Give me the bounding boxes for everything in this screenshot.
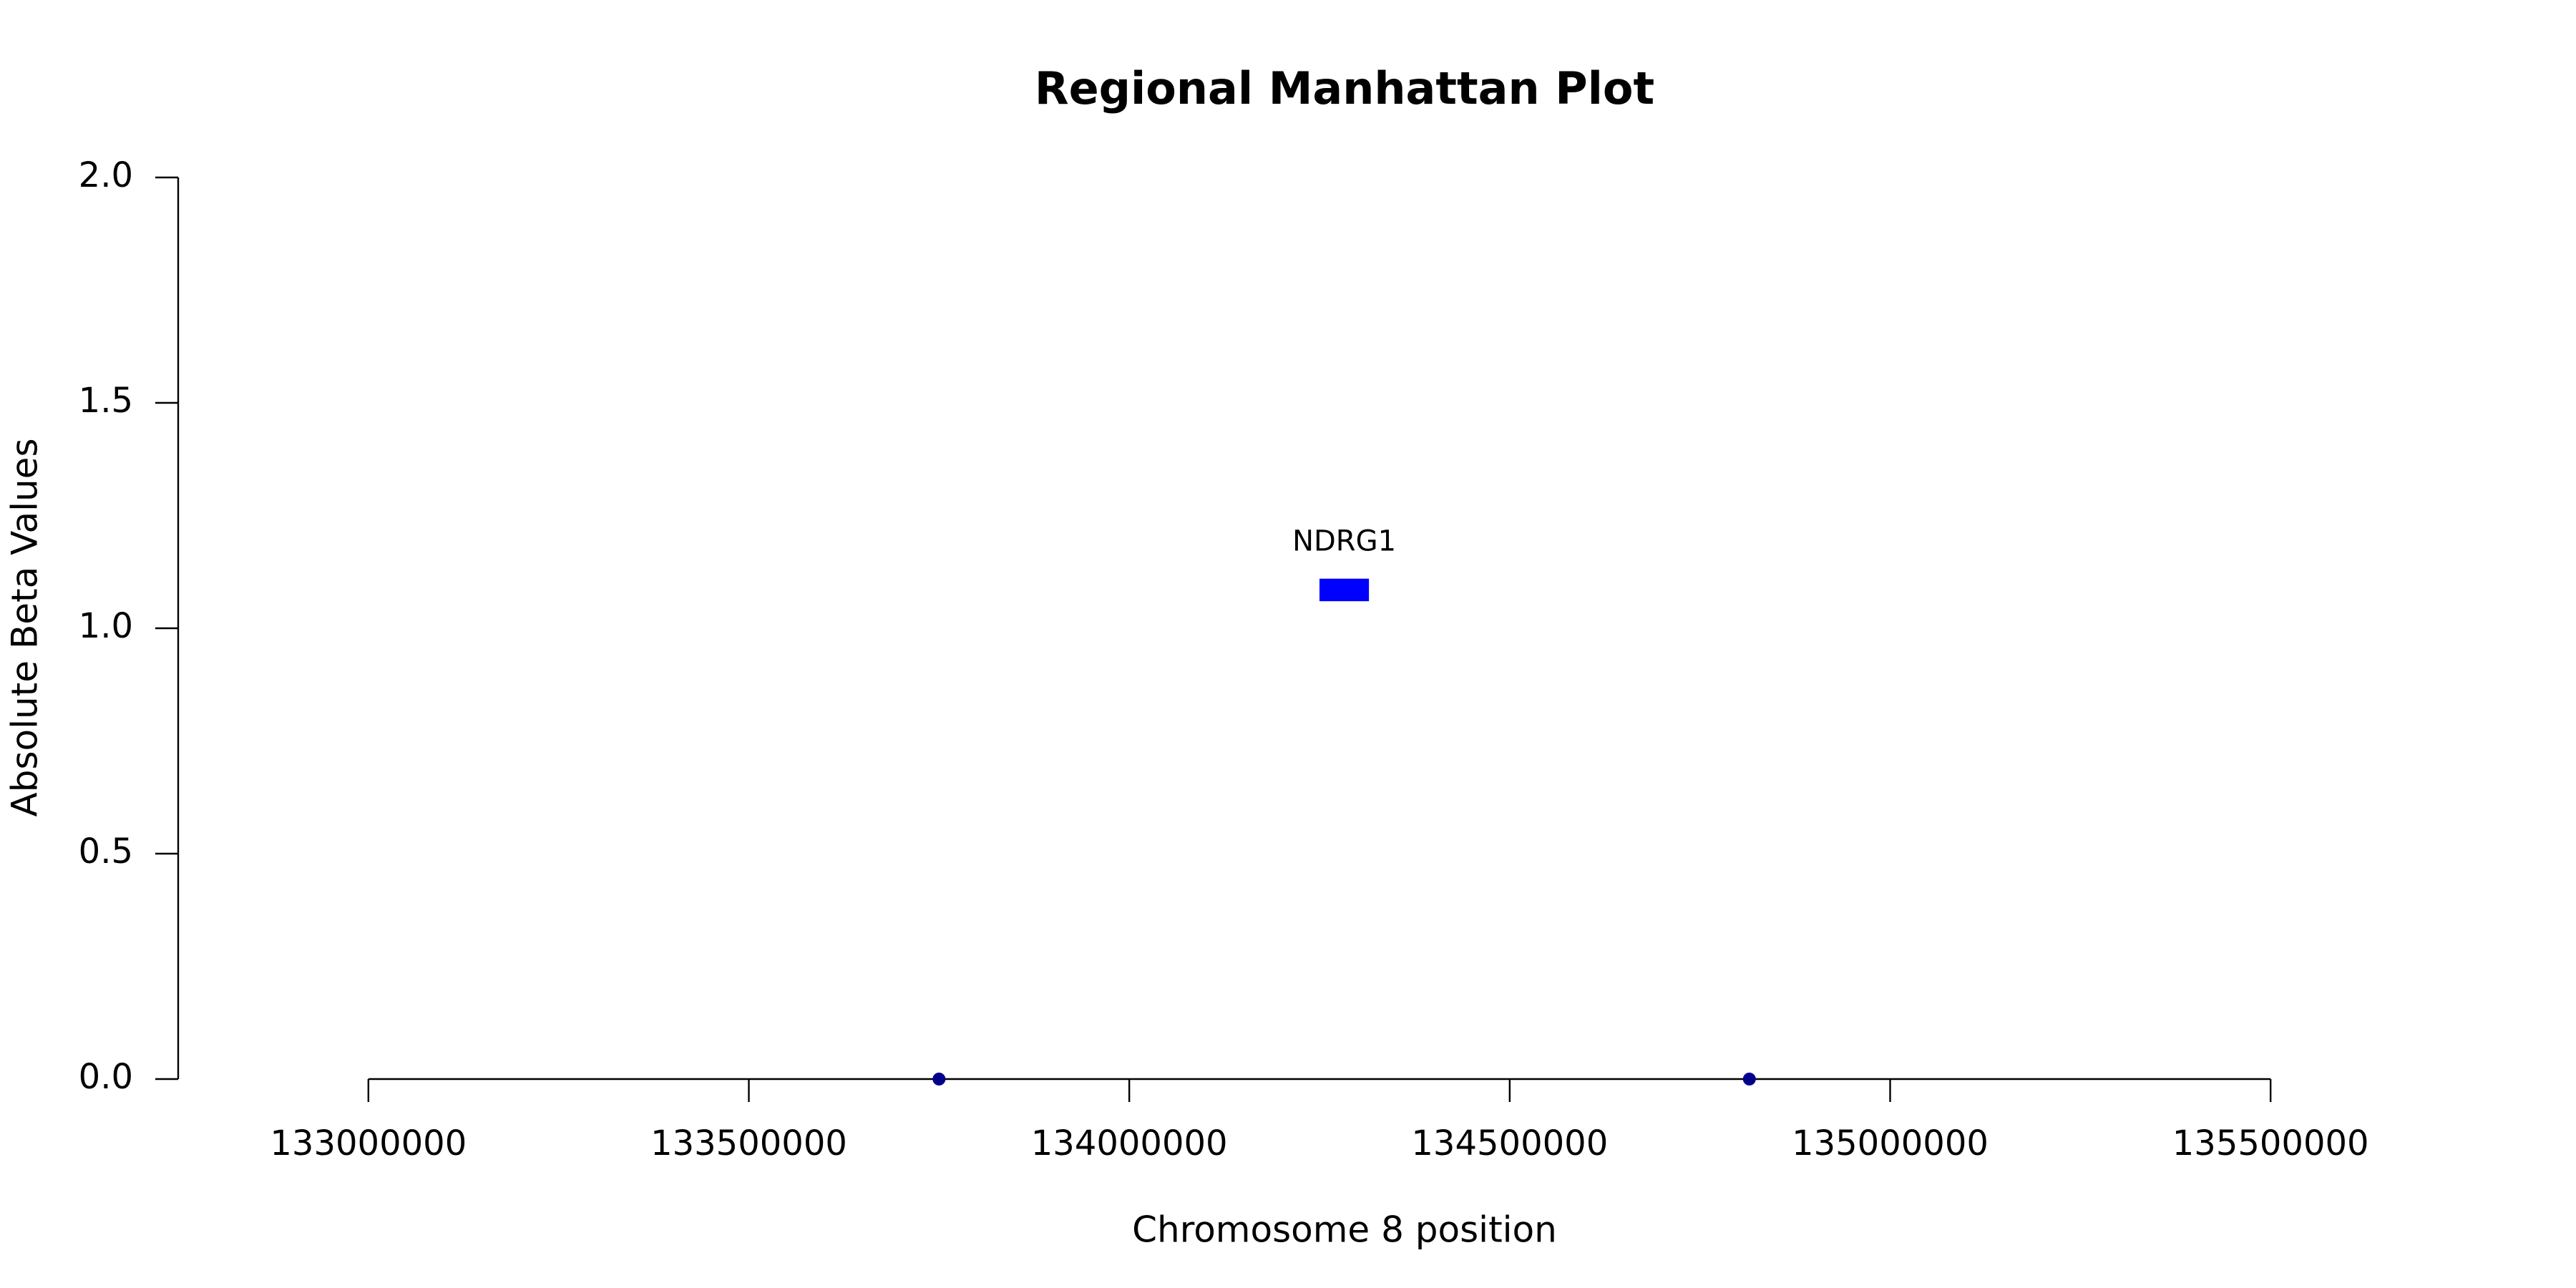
x-tick-label: 134000000 [1031,1123,1228,1163]
y-tick-label: 2.0 [79,155,133,195]
x-tick-label: 133500000 [650,1123,847,1163]
x-tick-label: 134500000 [1411,1123,1608,1163]
gene-label: NDRG1 [1292,525,1396,558]
x-tick-label: 133000000 [270,1123,467,1163]
x-axis-label: Chromosome 8 position [1132,1209,1557,1251]
y-axis-label: Absolute Beta Values [4,439,46,817]
y-tick-label: 1.5 [79,381,133,421]
gene-box [1319,578,1370,602]
point [1742,1073,1756,1085]
x-tick-label: 135000000 [1792,1123,1989,1163]
y-tick-label: 0.0 [79,1057,133,1097]
point [932,1073,946,1085]
chart-title: Regional Manhattan Plot [1035,62,1654,114]
y-tick-label: 0.5 [79,831,133,872]
x-tick-label: 135500000 [2172,1123,2369,1163]
y-tick-label: 1.0 [79,606,133,646]
